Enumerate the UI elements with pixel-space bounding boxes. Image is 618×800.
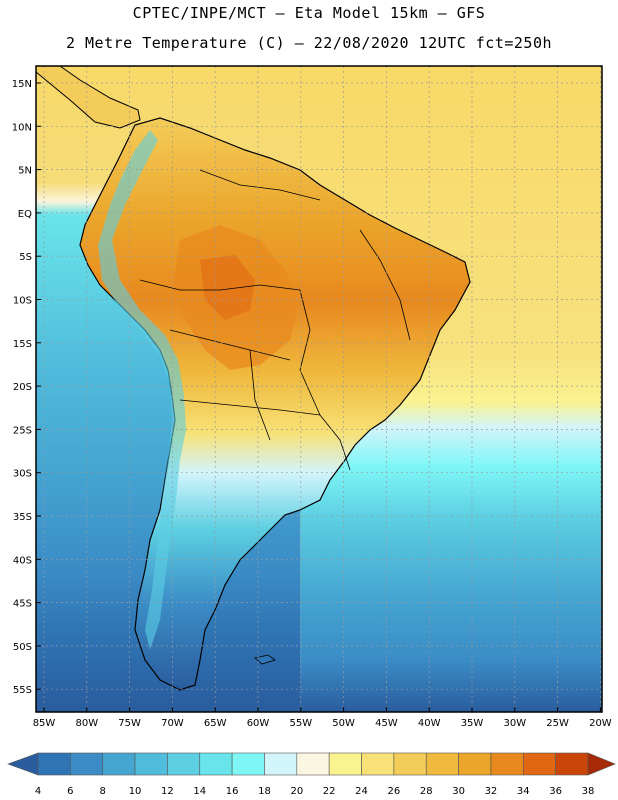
central-america-landmass: [36, 66, 141, 129]
colorbar-label: 28: [420, 786, 433, 797]
colorbar-label: 38: [582, 786, 595, 797]
lat-label: 10N: [12, 122, 32, 133]
colorbar-segment: [522, 752, 556, 776]
colorbar-label: 10: [129, 786, 142, 797]
lat-label: 55S: [13, 685, 32, 696]
colorbar-segment: [425, 752, 459, 776]
colorbar-label: 16: [226, 786, 239, 797]
colorbar-segment: [393, 752, 427, 776]
lon-label: 20W: [589, 718, 612, 729]
lon-label: 85W: [33, 718, 56, 729]
amazon-hottest-core: [200, 255, 255, 320]
lat-label: 30S: [13, 469, 32, 480]
colorbar-segment: [231, 752, 265, 776]
colorbar-segment: [328, 752, 362, 776]
lon-label: 45W: [375, 718, 398, 729]
map-subtitle: 2 Metre Temperature (C) – 22/08/2020 12U…: [65, 34, 553, 52]
longitude-labels: 85W 80W 75W 70W 65W 60W 55W 50W 45W 40W 35W 30W 25W 2…: [33, 707, 612, 729]
lon-label: 30W: [503, 718, 526, 729]
graticule: [36, 66, 602, 712]
colorbar-label: 24: [355, 786, 368, 797]
colorbar-label: 36: [549, 786, 562, 797]
lon-label: 35W: [461, 718, 484, 729]
colorbar-label: 22: [323, 786, 336, 797]
colorbar-high-arrow: [587, 752, 616, 776]
lon-label: 70W: [161, 718, 184, 729]
lat-label: 5N: [18, 166, 32, 177]
colorbar-segment: [70, 752, 104, 776]
colorbar-segment: [134, 752, 168, 776]
country-borders: [139, 169, 411, 471]
colorbar-label: 26: [388, 786, 401, 797]
colorbar-label: 30: [452, 786, 465, 797]
lon-label: 25W: [546, 718, 569, 729]
map-frame: [35, 65, 603, 713]
colorbar-segment: [296, 752, 330, 776]
colorbar-segment: [199, 752, 233, 776]
lat-label: 15S: [13, 339, 32, 350]
latitude-labels: 15N 10N 5N EQ 5S 10S 15S 20S 25S 30S 35S 40S 45S 50S 5…: [12, 79, 41, 696]
lon-label: 55W: [289, 718, 312, 729]
colorbar-segment: [458, 752, 492, 776]
lat-label: 20S: [13, 382, 32, 393]
lat-label: 40S: [13, 555, 32, 566]
lat-label: 15N: [12, 79, 32, 90]
lon-label: 75W: [118, 718, 141, 729]
colorbar-segment: [37, 752, 71, 776]
colorbar-label: 6: [67, 786, 73, 797]
lat-label: 45S: [13, 599, 32, 610]
lon-label: 65W: [204, 718, 227, 729]
colorbar-label: 14: [193, 786, 206, 797]
lat-label: 50S: [13, 642, 32, 653]
lon-label: 50W: [332, 718, 355, 729]
colorbar-label: 18: [258, 786, 271, 797]
colorbar-segment: [167, 752, 201, 776]
lat-label: EQ: [18, 209, 32, 220]
colorbar-label: 8: [100, 786, 106, 797]
colorbar-segment: [361, 752, 395, 776]
colorbar-label: 12: [161, 786, 174, 797]
colorbar-label: 34: [517, 786, 530, 797]
lat-label: 5S: [19, 252, 32, 263]
lat-label: 35S: [13, 512, 32, 523]
lon-label: 80W: [75, 718, 98, 729]
colorbar-label: 32: [485, 786, 498, 797]
lon-label: 40W: [418, 718, 441, 729]
andes-cool-ridge: [98, 130, 186, 650]
colorbar-label: 20: [290, 786, 303, 797]
temperature-map: 15N 10N 5N EQ 5S 10S 15S 20S 25S 30S 35S 40S 45S 50S 5…: [12, 65, 612, 729]
falkland-islands: [254, 654, 276, 665]
colorbar-label: 4: [35, 786, 41, 797]
colorbar-segment: [102, 752, 136, 776]
colorbar: 4 6 8 10 12 14 16 18 20 22 24 26 28 30 32 34 36 38: [7, 752, 616, 797]
colorbar-segment: [264, 752, 298, 776]
colorbar-segment: [555, 752, 589, 776]
colorbar-low-arrow: [7, 752, 39, 776]
lat-label: 10S: [13, 296, 32, 307]
colorbar-segment: [490, 752, 524, 776]
lat-label: 25S: [13, 425, 32, 436]
lon-label: 60W: [247, 718, 270, 729]
map-title: CPTEC/INPE/MCT – Eta Model 15km – GFS: [132, 4, 486, 22]
